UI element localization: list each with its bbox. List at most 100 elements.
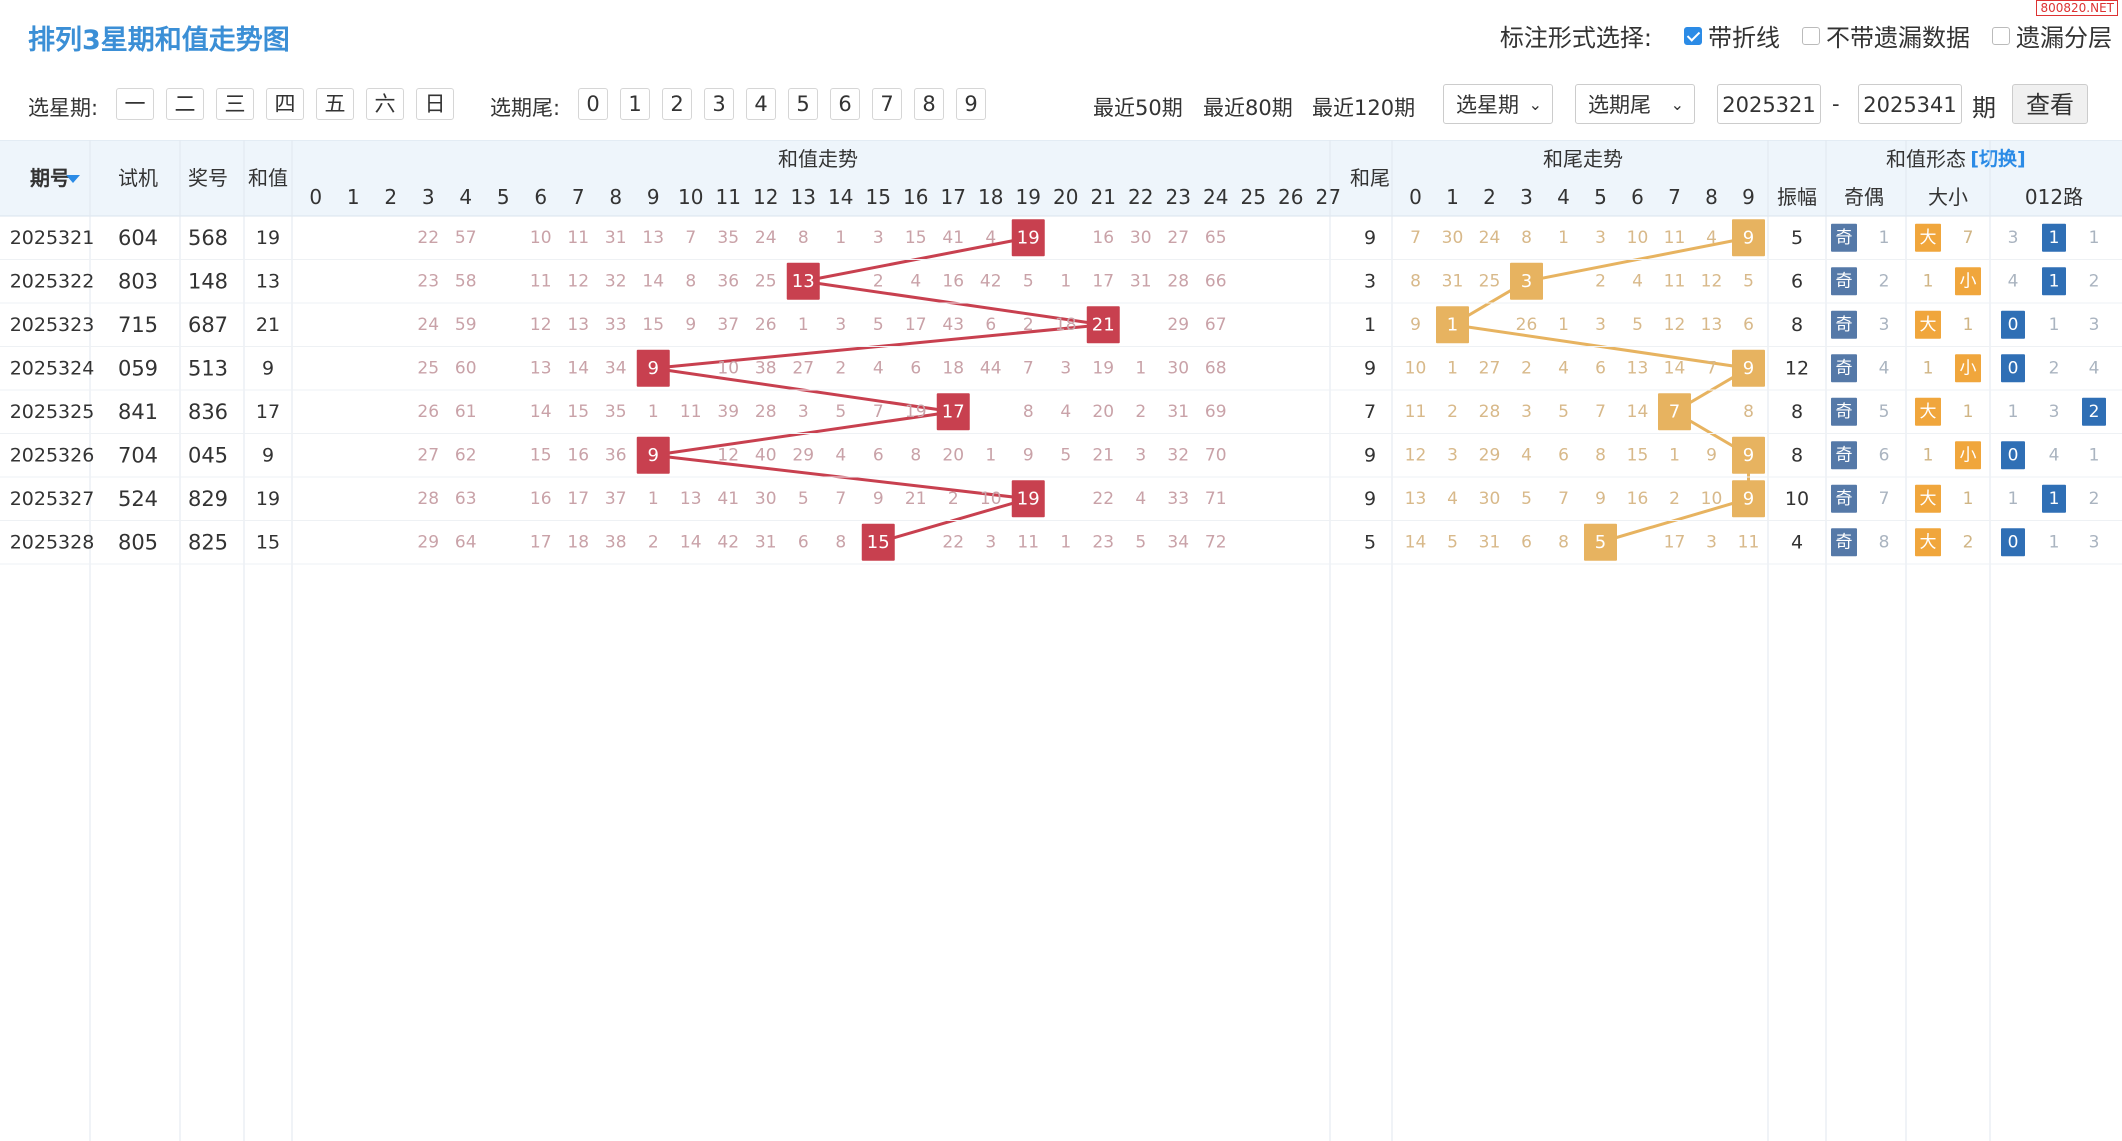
- sum-miss-value: 18: [942, 358, 964, 378]
- sum-miss-value: 64: [455, 532, 477, 552]
- sum-hit-value: 9: [648, 358, 659, 379]
- header-sum-number: 25: [1241, 185, 1266, 209]
- sum-hit-value: 13: [792, 271, 815, 292]
- issue-unit-label: 期: [1972, 94, 1996, 122]
- form-switch-link[interactable]: [切换]: [1970, 147, 2025, 170]
- tail-chip-8[interactable]: 8: [914, 88, 944, 120]
- sum-miss-value: 13: [680, 489, 702, 509]
- header-tail-number: 1: [1446, 185, 1459, 209]
- weekday-chip-mon[interactable]: 一: [116, 88, 154, 120]
- sum-miss-value: 23: [417, 271, 439, 291]
- sum-hit-value: 19: [1017, 488, 1040, 509]
- sum-miss-value: 34: [605, 358, 627, 378]
- trial-number: 803: [118, 269, 158, 293]
- tail-chip-5[interactable]: 5: [788, 88, 818, 120]
- weekday-chip-thu[interactable]: 四: [266, 88, 304, 120]
- sum-miss-value: 41: [942, 228, 964, 248]
- big-badge-text: 大: [1920, 532, 1937, 552]
- tail-miss-value: 3: [1595, 315, 1606, 335]
- tail-hit-cell: [1510, 262, 1543, 300]
- sum-miss-value: 19: [905, 402, 927, 422]
- tail-hit-cell: [1732, 349, 1765, 387]
- tail-miss-value: 8: [1521, 228, 1532, 248]
- query-button[interactable]: 查看: [2012, 84, 2088, 124]
- sum-miss-value: 2: [873, 271, 884, 291]
- tail-chip-1[interactable]: 1: [620, 88, 650, 120]
- tail-chip-4[interactable]: 4: [746, 88, 776, 120]
- tail-miss-value: 30: [1479, 489, 1501, 509]
- header-sum-number: 18: [978, 185, 1003, 209]
- sum-miss-value: 4: [1135, 489, 1146, 509]
- checkbox-miss-layers[interactable]: [1992, 26, 2010, 45]
- option-miss-layers[interactable]: 遗漏分层: [1992, 18, 2112, 53]
- trial-number: 059: [118, 356, 158, 380]
- recent-120-link[interactable]: 最近120期: [1312, 96, 1416, 120]
- sum-hit-cell: [636, 349, 670, 387]
- big-badge-text: 大: [1920, 402, 1937, 422]
- tail-miss-value: 12: [1664, 315, 1686, 335]
- header-odd-even: 奇偶: [1844, 185, 1884, 209]
- tail-miss-value: 12: [1405, 445, 1427, 465]
- checkbox-no-miss-data[interactable]: [1802, 26, 1820, 45]
- header-issue[interactable]: 期号: [30, 166, 70, 190]
- sum-miss-value: 27: [1167, 228, 1189, 248]
- chevron-down-icon: ⌄: [1528, 95, 1542, 114]
- big-badge: [1915, 397, 1941, 426]
- weekday-chip-fri[interactable]: 五: [316, 88, 354, 120]
- trial-number: 841: [118, 400, 158, 424]
- mark-mode-options: 标注形式选择: 带折线 不带遗漏数据 遗漏分层: [1500, 18, 2112, 53]
- sum-miss-value: 31: [1130, 271, 1152, 291]
- recent-50-link[interactable]: 最近50期: [1093, 96, 1183, 120]
- sum-miss-value: 28: [1167, 271, 1189, 291]
- weekday-chip-wed[interactable]: 三: [216, 88, 254, 120]
- tail-miss-value: 12: [1701, 271, 1723, 291]
- mod3-badge: [2001, 441, 2025, 470]
- option-with-line[interactable]: 带折线: [1684, 18, 1780, 53]
- to-issue-input[interactable]: 2025341: [1858, 84, 1962, 124]
- big-miss-value: 1: [1923, 271, 1934, 291]
- tail-chip-9[interactable]: 9: [956, 88, 986, 120]
- tail-miss-value: 5: [1743, 271, 1754, 291]
- trial-number: 704: [118, 443, 158, 467]
- tail-miss-value: 6: [1521, 532, 1532, 552]
- amplitude-value: 8: [1791, 401, 1803, 423]
- tail-value: 9: [1364, 227, 1376, 249]
- sort-down-icon[interactable]: [66, 175, 80, 183]
- tail-hit-value: 3: [1521, 271, 1532, 292]
- trial-number: 604: [118, 226, 158, 250]
- big-badge: [1915, 528, 1941, 557]
- tail-chip-3[interactable]: 3: [704, 88, 734, 120]
- option-no-miss-data[interactable]: 不带遗漏数据: [1802, 18, 1970, 53]
- sum-miss-value: 33: [605, 315, 627, 335]
- sum-miss-value: 26: [755, 315, 777, 335]
- tail-hit-cell: [1732, 436, 1765, 474]
- tail-chip-7[interactable]: 7: [872, 88, 902, 120]
- mod3-miss-value: 1: [2089, 228, 2100, 248]
- tail-chip-0[interactable]: 0: [578, 88, 608, 120]
- from-issue-input[interactable]: 2025321: [1717, 84, 1821, 124]
- header-sum-number: 19: [1016, 185, 1041, 209]
- sum-miss-value: 29: [1167, 315, 1189, 335]
- tail-chip-2[interactable]: 2: [662, 88, 692, 120]
- weekday-chip-sun[interactable]: 日: [416, 88, 454, 120]
- checkbox-with-line[interactable]: [1684, 26, 1702, 45]
- recent-80-link[interactable]: 最近80期: [1203, 96, 1293, 120]
- sum-miss-value: 14: [530, 402, 552, 422]
- weekday-chip-sat[interactable]: 六: [366, 88, 404, 120]
- weekday-chip-tue[interactable]: 二: [166, 88, 204, 120]
- sum-miss-value: 60: [455, 358, 477, 378]
- sum-miss-value: 4: [985, 228, 996, 248]
- tail-miss-value: 10: [1701, 489, 1723, 509]
- tail-miss-value: 13: [1701, 315, 1723, 335]
- sum-miss-value: 22: [417, 228, 439, 248]
- header-trial: 试机: [118, 166, 158, 190]
- sum-miss-value: 2: [835, 358, 846, 378]
- tail-miss-value: 11: [1738, 532, 1760, 552]
- tail-miss-value: 1: [1558, 228, 1569, 248]
- sum-miss-value: 16: [1092, 228, 1114, 248]
- tail-select[interactable]: 选期尾 ⌄: [1575, 84, 1695, 124]
- mod3-badge-text: 0: [2008, 445, 2019, 465]
- issue-number: 2025321: [10, 227, 95, 249]
- tail-chip-6[interactable]: 6: [830, 88, 860, 120]
- weekday-select[interactable]: 选星期 ⌄: [1443, 84, 1553, 124]
